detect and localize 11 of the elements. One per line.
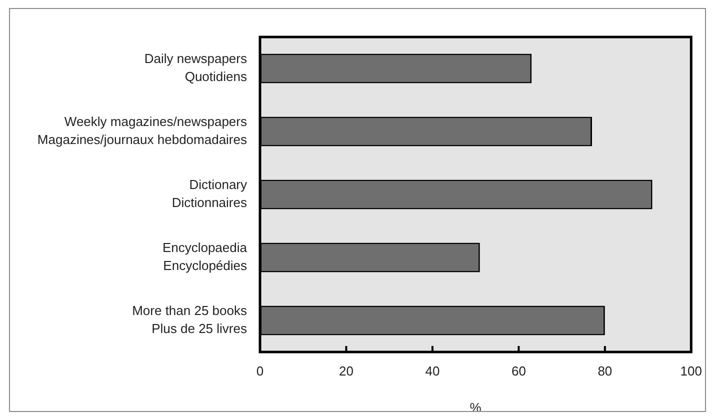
x-tick-label: 40 — [425, 363, 440, 378]
y-tick-label: Weekly magazines/newspapers Magazines/journaux hebdomadaires — [37, 114, 248, 148]
x-tick-label: 20 — [338, 363, 354, 378]
x-tick-label: 100 — [680, 363, 702, 378]
y-tick-label: More than 25 books Plus de 25 livres — [132, 302, 248, 336]
y-tick-label: Dictionary Dictionnaires — [172, 176, 248, 210]
x-tick-label: 60 — [511, 363, 526, 378]
y-tick-label: Encyclopaedia Encyclopédies — [162, 240, 248, 274]
y-tick-label: Daily newspapers Quotidiens — [144, 50, 248, 84]
x-tick-label: 0 — [256, 363, 264, 378]
x-tick-label: 80 — [598, 363, 612, 378]
